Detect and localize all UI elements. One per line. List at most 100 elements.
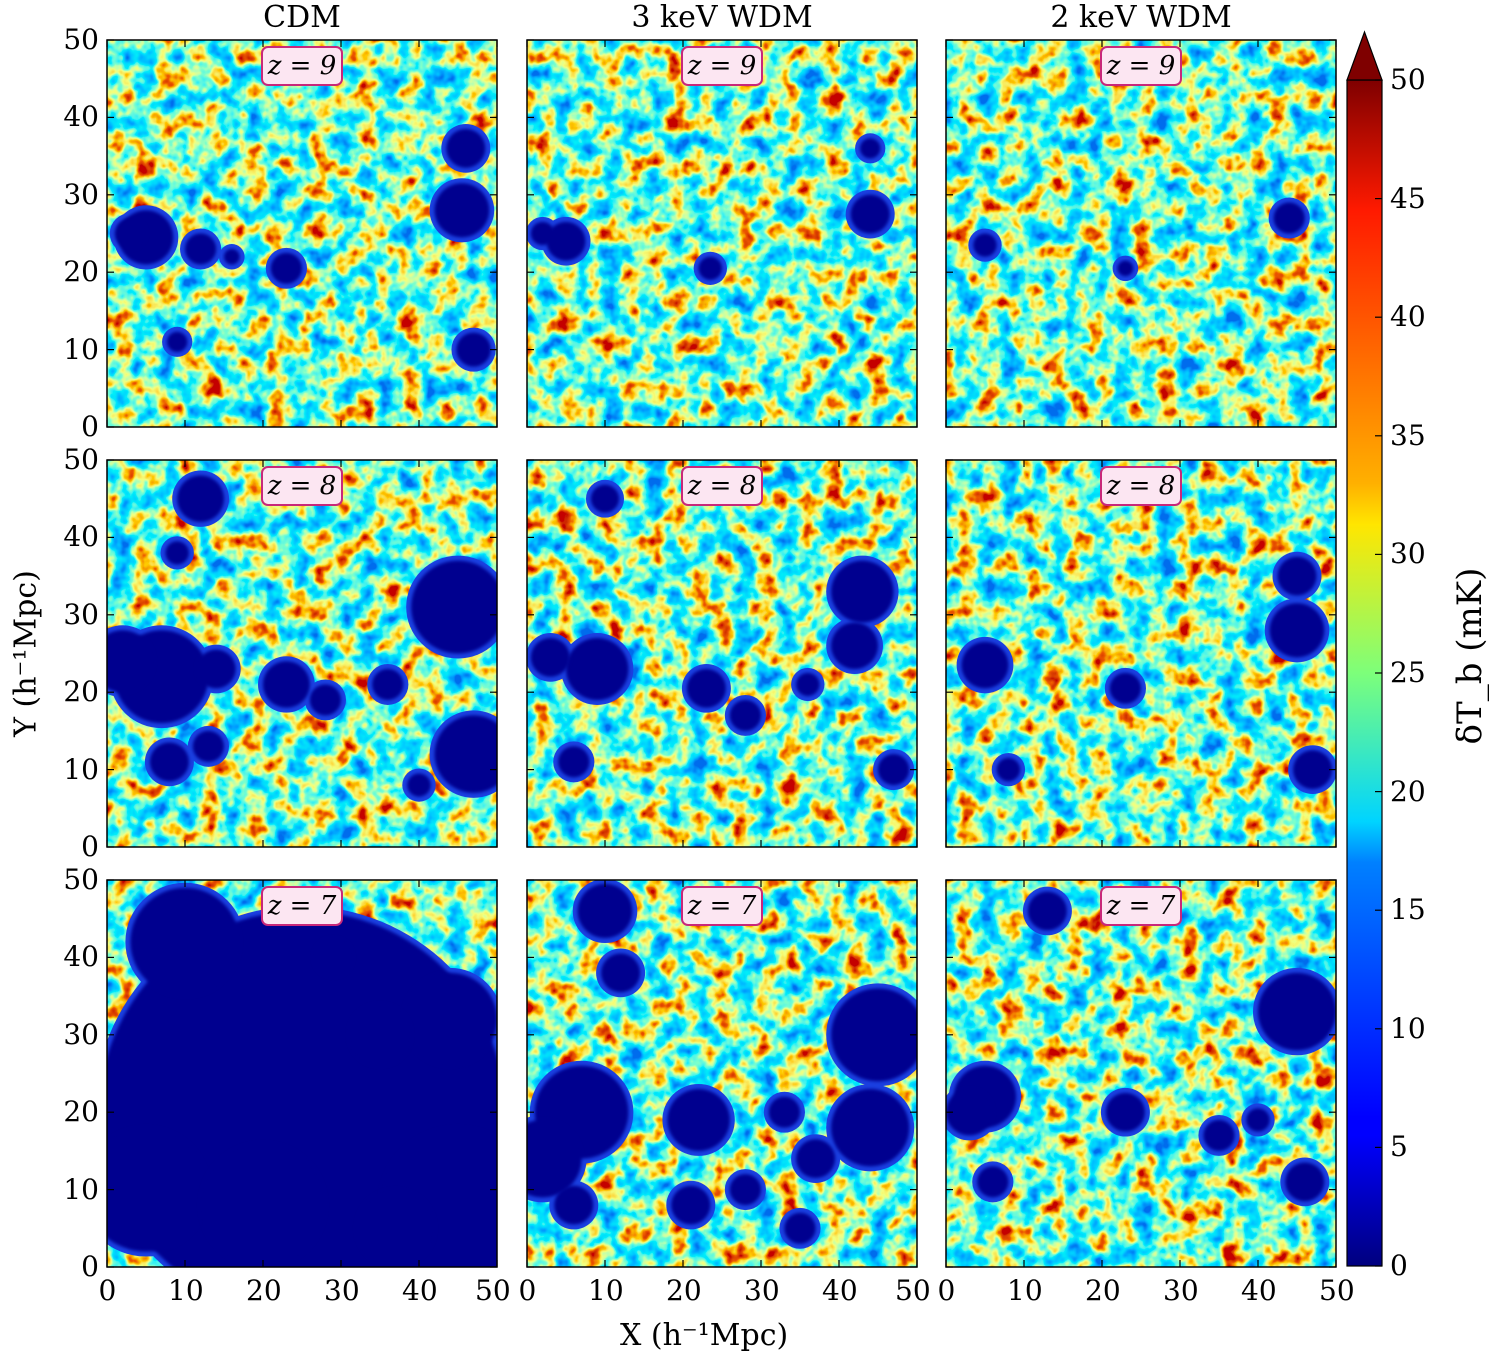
colorbar-label: δT_b (mK) xyxy=(1450,567,1490,745)
panel-frame xyxy=(106,879,498,1268)
x-tick-label: 0 xyxy=(518,1274,537,1307)
ionized-region xyxy=(784,1212,816,1244)
ionized-region xyxy=(434,715,497,793)
y-tick-label: 10 xyxy=(63,332,99,366)
ionized-region xyxy=(372,668,404,700)
ionized-region xyxy=(667,1088,730,1151)
ionized-region xyxy=(165,541,189,565)
redshift-label: z = 8 xyxy=(1100,466,1182,506)
x-tick-label: 10 xyxy=(168,1274,204,1307)
ionized-region xyxy=(348,1003,412,1066)
ionized-region xyxy=(196,649,236,689)
ionized-region xyxy=(1269,603,1325,658)
column-title-cdm: CDM xyxy=(263,0,341,35)
y-tick-label: 50 xyxy=(63,443,99,476)
ionized-region xyxy=(309,684,341,716)
ionized-region xyxy=(177,475,225,522)
panel-3-7 xyxy=(945,879,1337,1268)
panel-2-9 xyxy=(526,39,918,428)
panel-2-7 xyxy=(526,879,918,1268)
ionized-region xyxy=(149,742,189,782)
ionized-region xyxy=(407,773,431,797)
redshift-label: z = 9 xyxy=(681,46,763,86)
ionized-region xyxy=(1277,556,1317,596)
ionized-region xyxy=(831,560,894,623)
x-tick-label: 50 xyxy=(1319,1274,1355,1307)
ionized-region xyxy=(1258,972,1336,1051)
ionized-region xyxy=(973,233,997,257)
redshift-label: z = 7 xyxy=(1100,886,1182,926)
colorbar-tick-label: 30 xyxy=(1390,537,1426,571)
x-tick-label: 0 xyxy=(98,1274,117,1307)
ionized-region xyxy=(768,1096,801,1128)
y-tick-label: 30 xyxy=(63,597,99,631)
x-tick-label: 30 xyxy=(744,1274,780,1307)
redshift-label: z = 7 xyxy=(261,886,343,926)
ionized-region xyxy=(796,1139,836,1178)
ionized-region xyxy=(527,1119,582,1198)
y-tick-label: 0 xyxy=(81,410,99,443)
y-tick-label: 30 xyxy=(63,1017,99,1051)
ionized-region xyxy=(729,699,762,731)
ionized-region xyxy=(831,622,878,669)
colorbar-tick-label: 35 xyxy=(1390,418,1426,452)
y-tick-label: 10 xyxy=(63,1172,99,1206)
ionized-region xyxy=(224,248,240,265)
x-tick-label: 0 xyxy=(937,1274,956,1307)
colorbar-tick-label: 50 xyxy=(1390,63,1426,96)
ionized-region xyxy=(1027,891,1067,931)
redshift-label: z = 9 xyxy=(261,46,343,86)
y-tick-label: 0 xyxy=(81,1250,99,1283)
y-tick-label: 20 xyxy=(63,255,99,289)
ionized-region xyxy=(434,183,490,238)
panel-2-8 xyxy=(526,459,918,848)
ionized-region xyxy=(530,638,570,677)
ionized-region xyxy=(313,938,353,977)
y-tick-label: 40 xyxy=(63,520,99,554)
y-tick-label: 50 xyxy=(63,863,99,896)
x-tick-label: 40 xyxy=(402,1274,438,1307)
panel-1-9 xyxy=(106,39,498,428)
y-axis-label: Y (h⁻¹Mpc) xyxy=(8,570,44,737)
ionized-region xyxy=(671,1185,711,1225)
ionized-region xyxy=(107,1127,209,1252)
ionized-region xyxy=(200,1143,326,1267)
ionized-region xyxy=(698,256,722,280)
colorbar-tick-label: 5 xyxy=(1390,1130,1408,1164)
y-tick-label: 50 xyxy=(63,23,99,56)
ionized-region xyxy=(403,972,497,1066)
column-title-2kev-wdm: 2 keV WDM xyxy=(1050,0,1232,35)
panel-frame xyxy=(945,459,1337,848)
ionized-region xyxy=(590,484,620,513)
colorbar-tick-label: 25 xyxy=(1390,656,1426,689)
ionized-region xyxy=(577,883,633,939)
ionized-region xyxy=(114,218,146,249)
ionized-region xyxy=(831,988,917,1082)
ionized-region xyxy=(530,221,555,246)
x-tick-label: 20 xyxy=(246,1274,282,1307)
ionized-region xyxy=(996,757,1021,782)
column-title-3kev-wdm: 3 keV WDM xyxy=(631,0,813,35)
ionized-region xyxy=(1285,1162,1325,1202)
x-tick-label: 10 xyxy=(1007,1274,1043,1307)
colorbar-tick-label: 15 xyxy=(1390,893,1426,927)
panel-frame xyxy=(526,459,918,848)
panel-1-8 xyxy=(106,459,498,848)
redshift-label: z = 8 xyxy=(681,466,763,506)
ionized-region xyxy=(729,1174,762,1206)
panel-1-7 xyxy=(106,879,498,1268)
ionized-region xyxy=(130,887,240,997)
x-tick-label: 30 xyxy=(1163,1274,1199,1307)
colorbar-tick-label: 20 xyxy=(1390,774,1426,808)
panel-frame xyxy=(526,879,918,1268)
ionized-region xyxy=(270,252,302,284)
ionized-region xyxy=(1293,750,1333,789)
panel-frame xyxy=(945,39,1337,428)
x-tick-label: 40 xyxy=(822,1274,858,1307)
redshift-label: z = 7 xyxy=(681,886,763,926)
ionized-region xyxy=(554,1185,594,1225)
ionized-region xyxy=(686,668,726,708)
x-tick-label: 40 xyxy=(1241,1274,1277,1307)
panel-texture xyxy=(946,40,1336,427)
